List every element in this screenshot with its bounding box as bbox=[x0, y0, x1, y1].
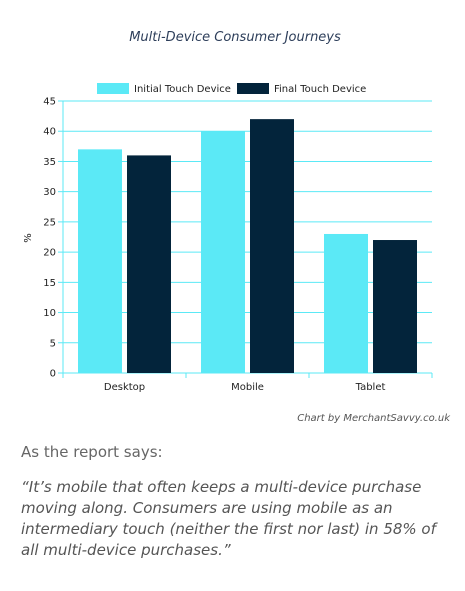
y-axis-label: % bbox=[23, 233, 34, 243]
bar-desktop-final bbox=[127, 155, 171, 373]
legend-label: Final Touch Device bbox=[274, 84, 366, 95]
bar-tablet-initial bbox=[324, 233, 368, 373]
bar-tablet-final bbox=[373, 240, 417, 373]
bar-desktop-initial bbox=[78, 149, 122, 373]
y-tick-label: 20 bbox=[43, 248, 56, 259]
report-quote: “It’s mobile that often keeps a multi-de… bbox=[21, 478, 436, 559]
chart-credit: Chart by MerchantSavvy.co.uk bbox=[297, 413, 450, 424]
intro-text: As the report says: bbox=[21, 443, 163, 461]
y-axis: 0 5 10 15 20 25 30 35 40 45 bbox=[43, 97, 64, 380]
y-tick-label: 15 bbox=[43, 278, 56, 289]
y-tick-label: 40 bbox=[43, 127, 56, 138]
gridlines bbox=[63, 100, 432, 374]
y-tick-label: 25 bbox=[43, 217, 56, 228]
chart-title: Multi-Device Consumer Journeys bbox=[129, 30, 341, 45]
x-axis: Desktop Mobile Tablet bbox=[62, 373, 433, 393]
bar-mobile-initial bbox=[201, 131, 245, 373]
y-tick-label: 0 bbox=[50, 369, 56, 380]
x-tick-label: Mobile bbox=[231, 382, 264, 393]
legend-swatch bbox=[237, 83, 269, 94]
legend: Initial Touch Device Final Touch Device bbox=[97, 83, 366, 95]
x-tick-label: Tablet bbox=[355, 382, 386, 393]
bar-chart: Multi-Device Consumer Journeys Initial T… bbox=[23, 30, 433, 393]
bars bbox=[78, 119, 417, 373]
x-tick-label: Desktop bbox=[104, 382, 145, 393]
y-tick-label: 30 bbox=[43, 187, 56, 198]
y-tick-label: 5 bbox=[50, 338, 56, 349]
y-tick-label: 45 bbox=[43, 97, 56, 108]
y-tick-label: 35 bbox=[43, 157, 56, 168]
bar-mobile-final bbox=[250, 119, 294, 373]
y-tick-label: 10 bbox=[43, 308, 56, 319]
legend-label: Initial Touch Device bbox=[134, 84, 231, 95]
legend-swatch bbox=[97, 83, 129, 94]
